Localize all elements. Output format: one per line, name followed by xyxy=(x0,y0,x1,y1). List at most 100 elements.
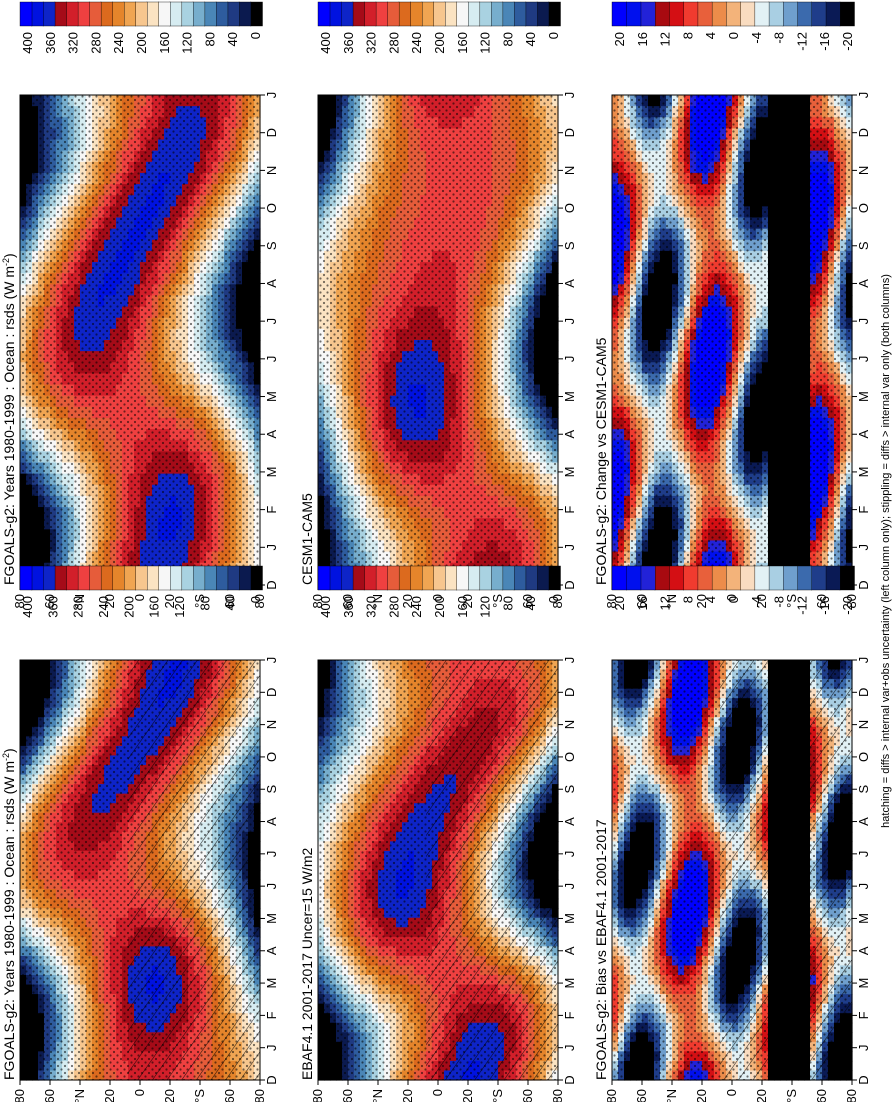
hatch-overlay xyxy=(128,660,260,1080)
colorbar-tick-label: 360 xyxy=(43,32,58,54)
colorbar-swatch xyxy=(227,565,240,591)
lat-tick-label: 80 xyxy=(12,594,27,608)
colorbar-swatch xyxy=(158,1,171,27)
colorbar-tick-label: 160 xyxy=(157,32,172,54)
colorbar-swatch xyxy=(146,1,159,27)
colorbar-swatch xyxy=(65,565,79,591)
lat-tick-label: °S xyxy=(192,594,207,608)
lat-tick-label: 20 xyxy=(162,1089,177,1102)
colorbar-swatch xyxy=(31,565,44,591)
month-tick-label: D xyxy=(264,688,279,697)
colorbar-tick-label: 120 xyxy=(172,596,187,618)
month-tick-label: J xyxy=(264,851,279,858)
colorbar-swatch xyxy=(215,1,229,27)
month-tick-label: O xyxy=(264,203,279,213)
colorbar-tick-label: 280 xyxy=(71,596,86,618)
colorbar-swatch xyxy=(31,1,44,27)
month-tick-label: J xyxy=(264,92,279,99)
lat-tick-label: 60 xyxy=(42,1089,57,1102)
colorbar-swatch xyxy=(169,1,183,27)
colorbar-tick-label: 320 xyxy=(66,32,81,54)
colorbar-tick-label: 80 xyxy=(197,596,212,610)
month-tick-label: D xyxy=(264,580,279,589)
colorbar-tick-label: 400 xyxy=(20,32,35,54)
colorbar-swatch xyxy=(54,1,67,27)
month-tick-label: A xyxy=(264,946,279,955)
month-tick-label: A xyxy=(264,430,279,439)
colorbar-swatch xyxy=(135,565,148,591)
colorbar-tick-label: 0 xyxy=(248,596,263,603)
colorbar-tick-label: 240 xyxy=(96,596,111,618)
month-tick-label: S xyxy=(264,785,279,794)
colorbar-tick-label: 280 xyxy=(88,32,103,54)
panel-title: FGOALS-g2: Years 1980-1999 : Ocean : rsd… xyxy=(1,253,17,585)
colorbar-swatch xyxy=(181,565,194,591)
lat-tick-label: °N xyxy=(72,1089,87,1102)
colorbar-swatch xyxy=(19,1,33,27)
colorbar-tick-label: 40 xyxy=(223,596,238,610)
colorbar-swatch xyxy=(100,565,113,591)
month-tick-label: J xyxy=(264,356,279,363)
month-tick-label: D xyxy=(264,1075,279,1084)
month-tick-label: M xyxy=(264,978,279,989)
colorbar-swatch xyxy=(227,1,240,27)
colorbar-swatch xyxy=(215,565,229,591)
colorbar-tick-label: 200 xyxy=(134,32,149,54)
colorbar-swatch xyxy=(181,1,194,27)
month-tick-label: J xyxy=(264,318,279,325)
colorbar-swatch xyxy=(250,1,263,27)
lat-tick-label: °S xyxy=(192,1089,207,1102)
month-tick-label: M xyxy=(264,467,279,478)
month-tick-label: S xyxy=(264,241,279,250)
colorbar-swatch xyxy=(250,565,263,591)
colorbar-swatch xyxy=(204,1,217,27)
colorbar-swatch xyxy=(77,1,90,27)
month-tick-label: J xyxy=(264,883,279,890)
lat-tick-label: 80 xyxy=(12,1089,27,1102)
lat-tick-label: 0 xyxy=(132,1089,147,1096)
colorbar-swatch xyxy=(204,565,217,591)
month-tick-label: F xyxy=(264,506,279,514)
colorbar-swatch xyxy=(238,1,252,27)
colorbar-swatch xyxy=(77,565,90,591)
month-tick-label: A xyxy=(264,817,279,826)
colorbar-swatch xyxy=(146,565,159,591)
month-tick-label: N xyxy=(264,720,279,729)
lat-tick-label: 80 xyxy=(252,1089,267,1102)
colorbar-swatch xyxy=(169,565,183,591)
colorbar-swatch xyxy=(42,565,56,591)
lat-tick-label: 0 xyxy=(132,594,147,601)
month-tick-label: J xyxy=(264,657,279,664)
lat-tick-label: 60 xyxy=(222,1089,237,1102)
month-tick-label: J xyxy=(264,1044,279,1051)
colorbar-swatch xyxy=(135,1,148,27)
colorbar-tick-label: 80 xyxy=(202,32,217,46)
colorbar-swatch xyxy=(158,565,171,591)
colorbar-swatch xyxy=(123,1,136,27)
lat-tick-label: 80 xyxy=(252,594,267,608)
colorbar-tick-label: 120 xyxy=(180,32,195,54)
colorbar-tick-label: 400 xyxy=(20,596,35,618)
month-tick-label: F xyxy=(264,1011,279,1019)
colorbar-swatch xyxy=(19,565,33,591)
month-tick-label: A xyxy=(264,279,279,288)
panel-title: FGOALS-g2: Years 1980-1999 : Ocean : rsd… xyxy=(1,748,17,1080)
colorbar-swatch xyxy=(192,565,206,591)
lat-tick-label: °N xyxy=(72,594,87,609)
lat-tick-label: 20 xyxy=(102,1089,117,1102)
colorbar-tick-label: 0 xyxy=(248,32,263,39)
colorbar-tick-label: 40 xyxy=(225,32,240,46)
colorbar-swatch xyxy=(111,565,125,591)
lat-tick-label: 20 xyxy=(162,594,177,608)
month-tick-label: O xyxy=(264,752,279,762)
lat-tick-label: 60 xyxy=(222,594,237,608)
colorbar-swatch xyxy=(88,1,102,27)
colorbar-tick-label: 360 xyxy=(45,596,60,618)
colorbar-swatch xyxy=(65,1,79,27)
colorbar-swatch xyxy=(111,1,125,27)
month-tick-label: D xyxy=(264,128,279,137)
